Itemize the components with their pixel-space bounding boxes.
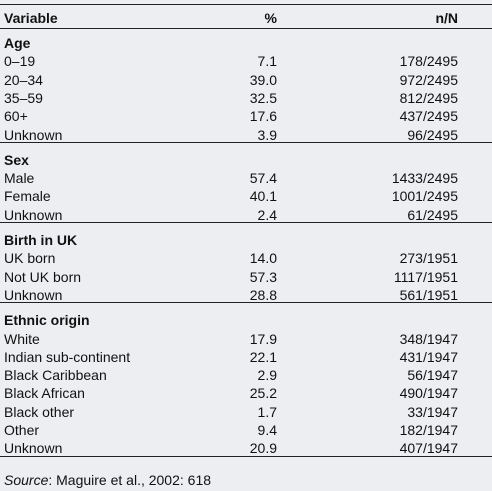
row-label: Unknown [4,286,63,303]
row-label: Not UK born [4,268,82,285]
source-text: : Maguire et al., 2002: 618 [48,472,212,488]
count-cell: 1001/2495 [391,188,458,205]
section-title: Age [4,35,31,51]
percent-cell: 17.6 [249,108,277,125]
percent-cell: 57.4 [249,170,277,187]
percent-cell: 9.4 [257,422,277,438]
row-label: Unknown [4,440,63,457]
row-label: Other [4,422,40,438]
count-cell: 561/1951 [399,286,458,303]
row-label: Black African [4,385,85,402]
rule [0,456,492,457]
row-label: Unknown [4,126,63,143]
percent-cell: 22.1 [249,348,277,365]
header-cell: % [264,10,277,26]
count-cell: 812/2495 [399,89,458,106]
section-title: Birth in UK [4,232,78,248]
row-label: 20–34 [4,71,43,88]
source-note: Source: Maguire et al., 2002: 618 [4,472,211,488]
percent-cell: 3.9 [257,126,277,143]
count-cell: 1433/2495 [391,170,458,187]
count-cell: 1117/1951 [393,268,458,285]
section-title: Sex [4,151,29,168]
header-cell: Variable [4,10,58,26]
source-label: Source [4,472,49,488]
count-cell: 490/1947 [399,385,458,402]
row-label: 60+ [4,108,28,125]
section-title: Ethnic origin [4,312,90,329]
count-cell: 61/2495 [407,206,458,223]
count-cell: 437/2495 [399,108,458,125]
percent-cell: 2.9 [257,367,277,384]
percent-cell: 17.9 [249,330,277,347]
row-label: Black other [4,403,75,420]
percent-cell: 39.0 [249,71,277,88]
row-label: Female [4,188,51,205]
percent-cell: 25.2 [249,385,277,402]
count-cell: 56/1947 [407,367,458,384]
row-label: 0–19 [4,53,36,70]
count-cell: 273/1951 [399,250,458,267]
percent-cell: 1.7 [257,403,277,420]
percent-cell: 14.0 [249,250,277,267]
percent-cell: 7.1 [257,53,277,70]
count-cell: 972/2495 [399,71,458,88]
row-label: UK born [4,250,56,267]
count-cell: 182/1947 [399,422,458,438]
rule [0,222,492,223]
count-cell: 178/2495 [399,53,458,70]
row-label: Unknown [4,206,63,223]
rule [0,302,492,303]
count-cell: 33/1947 [407,403,458,420]
row-label: Indian sub-continent [4,348,131,365]
rule [0,28,492,29]
percent-cell: 20.9 [249,440,277,457]
rule [0,142,492,143]
header-cell: n/N [435,10,458,26]
row-label: Black Caribbean [4,367,107,384]
count-cell: 407/1947 [399,440,458,457]
row-label: 35–59 [4,89,43,106]
percent-cell: 40.1 [249,188,277,205]
percent-cell: 2.4 [257,206,277,223]
rule [0,4,492,5]
percent-cell: 57.3 [249,268,277,285]
percent-cell: 28.8 [249,286,277,303]
row-label: Male [4,170,35,187]
count-cell: 96/2495 [407,126,458,143]
count-cell: 431/1947 [399,348,458,365]
percent-cell: 32.5 [249,89,277,106]
row-label: White [4,330,40,347]
count-cell: 348/1947 [399,330,458,347]
